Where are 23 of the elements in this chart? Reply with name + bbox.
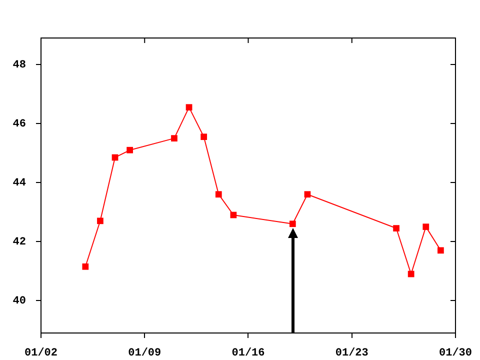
point [438,247,444,254]
point [289,220,296,228]
x-tick-label: 01/23 [335,347,369,360]
x-tick-label: 01/09 [128,347,162,360]
point [97,218,104,224]
point [82,263,89,270]
y-tick-label: 46 [12,118,26,130]
point [393,225,400,232]
x-tick-label: 01/30 [438,347,472,360]
point [200,134,208,140]
y-tick-label: 40 [12,295,26,308]
point [171,135,178,142]
y-tick-label: 44 [12,177,26,190]
x-tick-label: 01/16 [232,347,265,360]
x-tick-label: 01/02 [24,347,58,360]
point [304,191,311,198]
point [186,104,192,111]
y-tick-label: 48 [12,59,26,72]
point [126,146,134,154]
point [422,224,430,230]
y-tick-label: 42 [12,236,26,248]
point [408,270,414,278]
point [215,191,222,198]
